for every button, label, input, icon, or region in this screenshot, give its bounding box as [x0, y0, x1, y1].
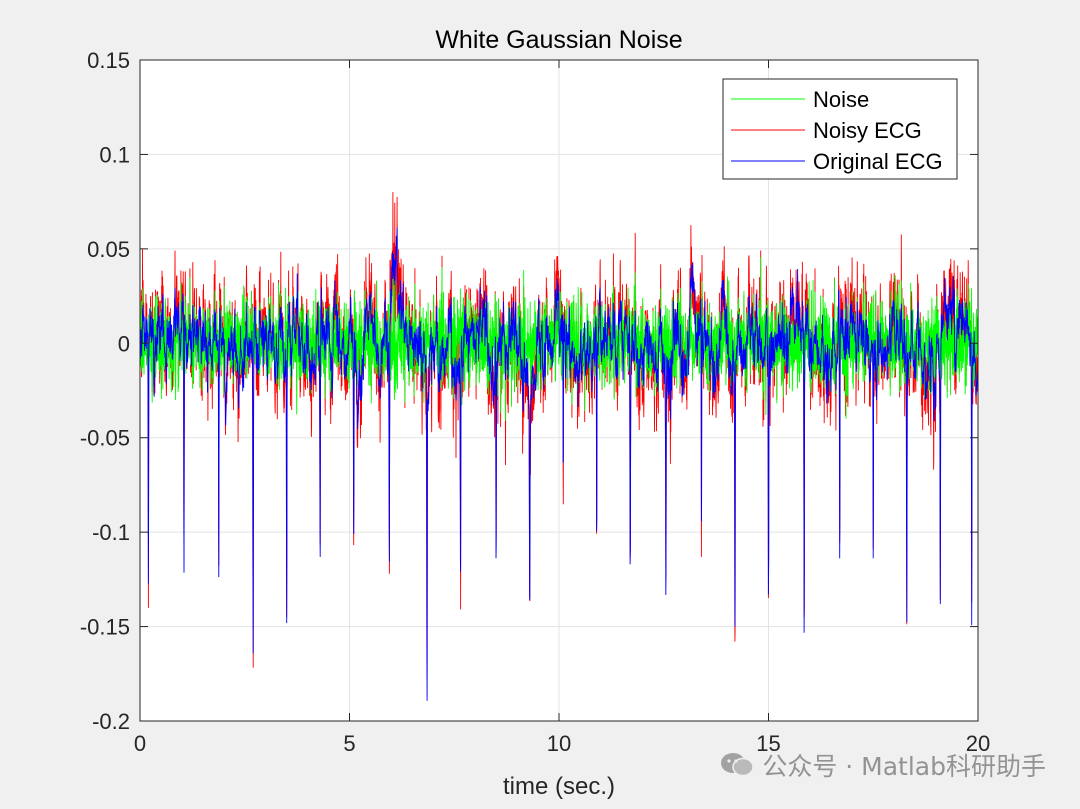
- x-tick-label: 20: [966, 731, 990, 756]
- x-tick-label: 10: [547, 731, 571, 756]
- legend-label: Noisy ECG: [813, 118, 922, 143]
- wechat-icon: [720, 752, 755, 778]
- series-layer: [139, 192, 979, 701]
- legend[interactable]: Noise Noisy ECG Original ECG: [722, 78, 958, 180]
- y-tick-label: 0.05: [87, 237, 130, 262]
- y-tick-label: -0.1: [92, 520, 130, 545]
- y-tick-label: 0: [118, 331, 130, 356]
- y-tick-label: -0.15: [80, 615, 130, 640]
- y-tick-label: 0.1: [99, 142, 130, 167]
- watermark: 公众号 · Matlab科研助手: [720, 747, 1046, 783]
- y-tick-label: -0.2: [92, 709, 130, 734]
- x-axis-label: time (sec.): [503, 773, 615, 800]
- x-tick-label: 15: [756, 731, 780, 756]
- legend-label: Original ECG: [813, 149, 943, 174]
- y-tick-label: 0.15: [87, 48, 130, 73]
- watermark-text: 公众号 · Matlab科研助手: [762, 752, 1046, 781]
- series-line-original-ecg: [139, 227, 979, 701]
- x-tick-label: 5: [343, 731, 355, 756]
- y-tick-label: -0.05: [80, 426, 130, 451]
- legend-label: Noise: [813, 87, 869, 112]
- ticks: [139, 59, 979, 722]
- legend-box: [722, 78, 958, 180]
- tick-labels: 0 5 10 15 20 -0.2 -0.15 -0.1 -0.05 0 0.05 0.1 0.15: [80, 48, 990, 756]
- chart-title: White Gaussian Noise: [435, 26, 682, 54]
- x-tick-label: 0: [134, 731, 146, 756]
